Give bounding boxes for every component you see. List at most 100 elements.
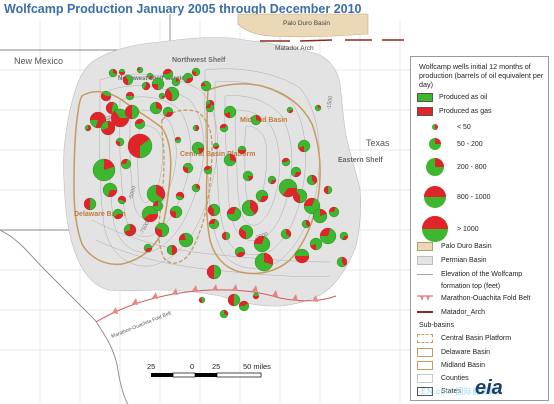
elevation-legend-label-1: Elevation of the Wolfcamp (441, 270, 523, 278)
well-marker (314, 104, 322, 112)
well-marker (178, 232, 194, 248)
well-gas-portion (224, 310, 228, 316)
central-basin-platform-outline (158, 109, 213, 264)
well-marker (166, 244, 178, 256)
well-marker (136, 66, 144, 74)
well-marker (301, 219, 311, 229)
matador-legend-label: Matador_Arch (441, 308, 485, 316)
well-marker (124, 104, 140, 120)
well-marker (292, 188, 308, 204)
matador-swatch (417, 311, 433, 313)
well-marker (223, 105, 237, 119)
well-gas-portion (289, 110, 293, 114)
map-legend: Wolfcamp wells initial 12 months of prod… (410, 56, 549, 401)
well-gas-portion (250, 200, 258, 215)
well-gas-portion (260, 196, 268, 202)
well-marker (108, 68, 118, 78)
well-marker (182, 162, 194, 174)
well-gas-portion (152, 84, 158, 90)
elevation-swatch (417, 273, 433, 275)
well-gas-portion (107, 190, 117, 197)
well-gas-portion (208, 205, 214, 216)
well-marker (206, 264, 222, 280)
midland-legend-label: Midland Basin (441, 361, 485, 369)
counties-legend-label: Counties (441, 374, 469, 382)
well-gas-portion (84, 198, 90, 210)
well-marker (125, 91, 135, 101)
well-gas-portion (293, 190, 300, 203)
well-gas-portion (104, 159, 115, 170)
size-symbol-50-200 (429, 138, 441, 150)
watermark: -EN.com 国际能源网 (418, 387, 498, 396)
midland-swatch (417, 360, 433, 370)
well-gas-portion (254, 235, 265, 244)
legend-gas-row: Produced as gas (417, 105, 492, 117)
well-gas-portion (185, 78, 193, 83)
size-class-lt50: < 50 (457, 124, 471, 131)
legend-states-row: States (417, 385, 461, 397)
legend-delaware-row: Delaware Basin (417, 346, 490, 358)
well-marker (146, 184, 166, 204)
well-marker (267, 175, 277, 185)
well-marker (294, 248, 310, 264)
well-marker (203, 165, 213, 175)
delaware-swatch (417, 347, 433, 357)
scale-tick-0: 0 (190, 362, 195, 371)
well-gas-portion (162, 96, 165, 99)
well-marker (200, 80, 212, 92)
well-gas-portion (206, 103, 212, 108)
well-gas-portion (119, 72, 125, 75)
well-marker (212, 142, 220, 150)
well-marker (234, 246, 246, 258)
well-gas-portion (105, 101, 114, 114)
well-gas-portion (196, 125, 199, 131)
well-gas-portion (312, 175, 318, 185)
well-gas-portion (324, 186, 328, 194)
well-marker (221, 231, 231, 241)
well-marker (102, 182, 118, 198)
well-gas-portion (239, 227, 246, 239)
eastern-shelf-label: Eastern Shelf (338, 157, 383, 164)
midland-basin-label-text: Midland Basin (240, 117, 287, 124)
well-marker (152, 200, 164, 212)
palo-duro-legend-label: Palo Duro Basin (441, 242, 492, 250)
well-gas-portion (342, 257, 347, 267)
well-marker (198, 296, 206, 304)
well-gas-portion (153, 201, 158, 206)
well-gas-portion (135, 118, 145, 124)
well-gas-portion (198, 297, 202, 303)
well-marker (227, 293, 241, 307)
well-gas-portion (175, 137, 181, 140)
well-gas-portion (294, 172, 301, 177)
legend-matador-row: Matador_Arch (417, 306, 485, 318)
legend-counties-row: Counties (417, 372, 469, 384)
well-gas-portion (121, 159, 128, 164)
well-gas-portion (176, 78, 180, 82)
well-marker (158, 92, 166, 100)
well-marker (118, 68, 126, 76)
well-marker (92, 158, 116, 182)
states-swatch (417, 386, 433, 396)
well-marker (303, 197, 321, 215)
well-marker (110, 108, 130, 128)
well-gas-portion (179, 233, 186, 240)
well-gas-portion (270, 180, 276, 184)
well-marker (250, 114, 262, 126)
well-marker (117, 195, 127, 205)
well-marker (238, 300, 250, 312)
well-gas-portion (253, 296, 259, 299)
central-legend-label: Central Basin Platform (441, 334, 512, 342)
well-marker (286, 106, 294, 114)
well-marker (191, 67, 201, 77)
legend-central-row: Central Basin Platform (417, 332, 511, 344)
midland-basin-outline (205, 83, 321, 275)
well-marker (171, 77, 181, 87)
well-gas-portion (116, 140, 120, 146)
well-marker (151, 77, 165, 91)
scale-bar-graphic (151, 372, 262, 378)
northwest-shelf-margin-label: Northwest Shelf Margin (118, 76, 185, 82)
well-marker (122, 74, 134, 86)
well-marker (226, 206, 242, 222)
matador-arch-label: Matador Arch (275, 45, 314, 52)
scale-tick-25-left: 25 (147, 362, 156, 371)
